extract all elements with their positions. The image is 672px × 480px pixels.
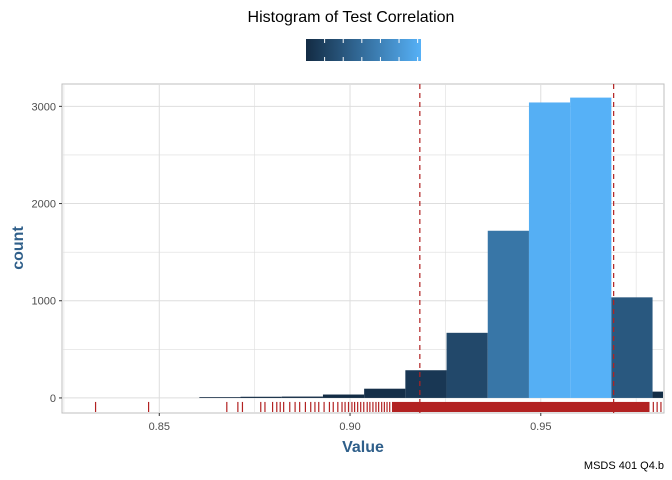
y-axis-title: count — [10, 226, 27, 270]
y-tick-label: 3000 — [32, 101, 56, 113]
rug-marks — [94, 401, 662, 412]
histogram-bar — [528, 102, 571, 398]
count-colorbar — [306, 39, 421, 61]
histogram-bar — [652, 391, 663, 398]
rug-dense-band — [391, 401, 650, 412]
x-axis-ticks: 0.85 0.90 0.95 — [149, 413, 551, 433]
histogram-bar — [322, 394, 365, 398]
chart-title: Histogram of Test Correlation — [248, 9, 455, 26]
histogram-bar — [487, 230, 529, 398]
histogram-bar — [611, 297, 653, 398]
reference-lines — [419, 84, 615, 413]
x-tick-label: 0.90 — [339, 421, 360, 433]
histogram-bar — [199, 397, 241, 398]
histogram-bar — [405, 370, 447, 398]
colorbar-gradient — [306, 39, 421, 61]
y-tick-label: 1000 — [32, 296, 56, 308]
x-tick-label: 0.95 — [530, 421, 551, 433]
histogram-bar — [281, 396, 323, 398]
caption: MSDS 401 Q4.b — [584, 460, 664, 472]
x-axis-title: Value — [342, 439, 384, 456]
histogram-bar — [364, 388, 406, 398]
x-tick-label: 0.85 — [149, 421, 170, 433]
histogram-bars — [199, 97, 663, 398]
y-tick-label: 0 — [50, 393, 56, 405]
histogram-bar — [570, 97, 612, 398]
y-axis-ticks: 0 1000 2000 3000 — [32, 101, 62, 405]
y-tick-label: 2000 — [32, 199, 56, 211]
histogram-bar — [240, 396, 282, 398]
histogram-bar — [446, 332, 488, 398]
